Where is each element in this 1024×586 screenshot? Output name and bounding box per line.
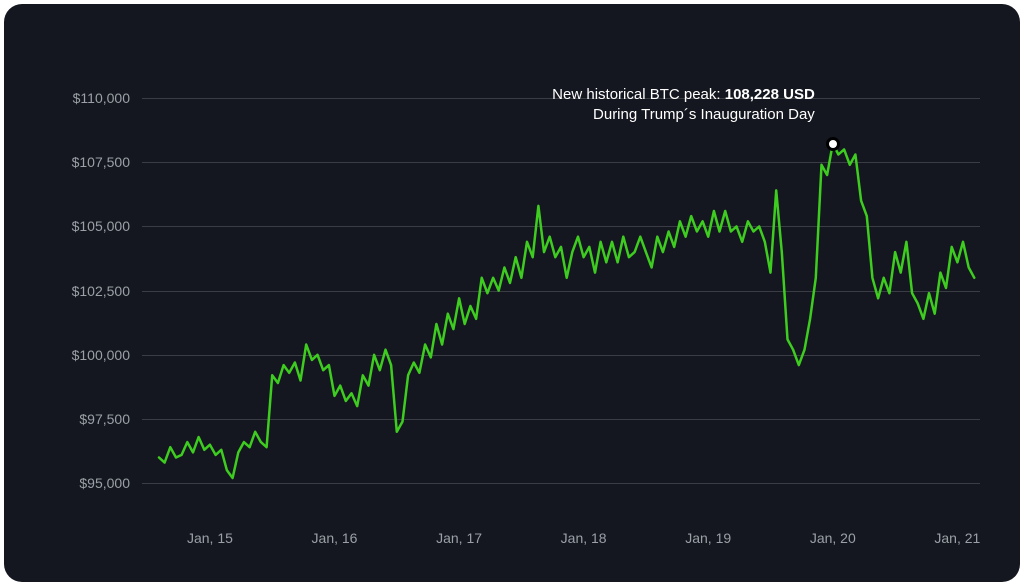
- annotation-line-2: During Trump´s Inauguration Day: [552, 105, 815, 125]
- peak-marker: [826, 137, 840, 151]
- annotation-value: 108,228 USD: [725, 86, 815, 103]
- annotation-prefix: New historical BTC peak:: [552, 86, 725, 103]
- annotation-line-1: New historical BTC peak: 108,228 USD: [552, 85, 815, 105]
- price-chart: $95,000$97,500$100,000$102,500$105,000$1…: [4, 4, 1020, 582]
- price-line: [4, 4, 1020, 582]
- chart-card: $95,000$97,500$100,000$102,500$105,000$1…: [4, 4, 1020, 582]
- peak-annotation: New historical BTC peak: 108,228 USD Dur…: [552, 85, 815, 126]
